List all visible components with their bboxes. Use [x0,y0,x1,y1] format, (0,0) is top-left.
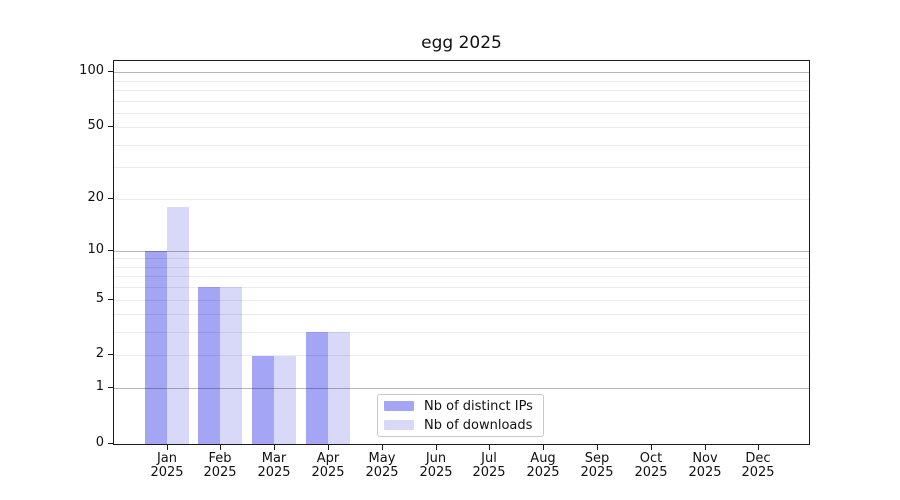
minor-gridline [114,90,809,91]
x-tick-label-oct: Oct 2025 [634,451,668,480]
y-tick-label: 1 [95,379,104,394]
y-tick-mark [108,299,113,300]
minor-gridline [114,101,809,102]
x-tick-label-jun: Jun 2025 [419,451,453,480]
x-tick-mark [758,445,759,450]
legend-item-downloads: Nb of downloads [384,417,537,433]
legend-item-distinct-ips: Nb of distinct IPs [384,398,537,414]
x-tick-mark [274,445,275,450]
y-tick-mark [108,198,113,199]
x-tick-mark [220,445,221,450]
x-tick-label-aug: Aug 2025 [526,451,560,480]
bar-distinct-ips-apr [305,332,328,444]
legend-label-downloads: Nb of downloads [424,417,533,433]
x-tick-label-may: May 2025 [365,451,399,480]
minor-gridline [114,145,809,146]
bar-distinct-ips-feb [198,287,221,444]
y-tick-label: 0 [95,435,104,450]
x-tick-mark [382,445,383,450]
x-tick-label-apr: Apr 2025 [311,451,345,480]
x-tick-label-jan: Jan 2025 [150,451,184,480]
x-tick-label-dec: Dec 2025 [741,451,775,480]
y-tick-mark [108,250,113,251]
y-tick-mark [108,354,113,355]
minor-gridline [114,113,809,114]
x-tick-label-nov: Nov 2025 [688,451,722,480]
minor-gridline [114,127,809,128]
y-tick-label: 100 [79,63,104,78]
minor-gridline [114,167,809,168]
y-tick-label: 20 [87,190,104,205]
minor-gridline [114,276,809,277]
y-tick-mark [108,443,113,444]
minor-gridline [114,81,809,82]
x-tick-mark [597,445,598,450]
x-tick-mark [489,445,490,450]
legend: Nb of distinct IPs Nb of downloads [377,394,544,437]
x-tick-mark [705,445,706,450]
x-tick-label-jul: Jul 2025 [472,451,506,480]
bar-downloads-feb [220,287,243,444]
y-tick-mark [108,126,113,127]
bar-downloads-apr [327,332,350,444]
legend-swatch-downloads [384,420,414,430]
bar-downloads-mar [274,355,297,444]
major-gridline [114,72,809,73]
y-tick-mark [108,387,113,388]
major-gridline [114,251,809,252]
legend-swatch-distinct-ips [384,401,414,411]
x-tick-mark [167,445,168,450]
x-tick-label-feb: Feb 2025 [203,451,237,480]
y-tick-label: 2 [95,346,104,361]
plot-area: Nb of distinct IPs Nb of downloads [113,60,810,445]
bar-distinct-ips-jan [144,250,167,444]
chart-title: egg 2025 [421,33,502,53]
legend-label-distinct-ips: Nb of distinct IPs [424,398,533,414]
x-tick-mark [651,445,652,450]
x-tick-mark [328,445,329,450]
x-tick-mark [543,445,544,450]
y-tick-mark [108,71,113,72]
y-tick-label: 10 [87,242,104,257]
x-tick-label-sep: Sep 2025 [580,451,614,480]
minor-gridline [114,258,809,259]
bar-downloads-jan [166,206,189,444]
x-tick-label-mar: Mar 2025 [257,451,291,480]
minor-gridline [114,267,809,268]
y-tick-label: 50 [87,118,104,133]
minor-gridline [114,199,809,200]
x-tick-mark [436,445,437,450]
y-tick-label: 5 [95,291,104,306]
bar-distinct-ips-mar [252,355,275,444]
